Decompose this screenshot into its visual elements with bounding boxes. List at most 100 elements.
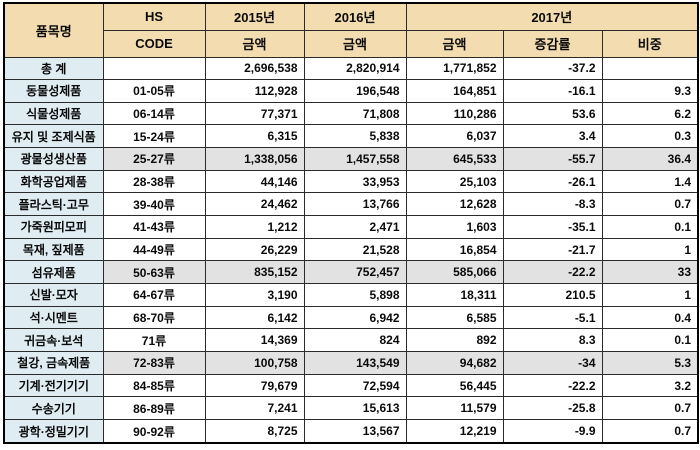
amount-2016-cell: 1,457,558: [303, 147, 407, 171]
hs-code-cell: 71류: [102, 328, 206, 353]
change-rate-cell: 3.4: [502, 124, 603, 149]
header-hs: HS: [102, 2, 206, 31]
share-cell: 0.3: [601, 124, 699, 149]
amount-2016-cell: 2,471: [303, 215, 407, 239]
table-row: 가죽원피모피 41-43류 1,212 2,471 1,603 -35.1 0.…: [3, 215, 699, 239]
amount-2017-cell: 56,445: [405, 373, 504, 398]
amount-2016-cell: 72,594: [303, 373, 407, 398]
header-share: 비중: [601, 29, 699, 58]
amount-2015-cell: 1,338,056: [204, 147, 305, 171]
amount-2015-cell: 79,679: [204, 373, 305, 398]
amount-2016-cell: 13,766: [303, 192, 407, 217]
amount-2016-cell: 196,548: [303, 79, 407, 103]
amount-2016-cell: 13,567: [303, 419, 407, 444]
table-row: 광물성생산품 25-27류 1,338,056 1,457,558 645,53…: [3, 147, 699, 171]
table-row: 동물성제품 01-05류 112,928 196,548 164,851 -16…: [3, 79, 699, 103]
amount-2015-cell: 24,462: [204, 192, 305, 217]
share-cell: 1: [601, 237, 699, 262]
amount-2016-cell: 21,528: [303, 237, 407, 262]
amount-2016-cell: 5,838: [303, 124, 407, 149]
amount-2017-cell: 16,854: [405, 237, 504, 262]
item-name-cell: 화학공업제품: [3, 169, 104, 194]
amount-2017-cell: 6,037: [405, 124, 504, 149]
header-2015: 2015년: [204, 2, 305, 31]
share-cell: 0.7: [601, 419, 699, 444]
table-row: 철강, 금속제품 72-83류 100,758 143,549 94,682 -…: [3, 351, 699, 375]
share-cell: 3.2: [601, 373, 699, 398]
item-name-cell: 가죽원피모피: [3, 215, 104, 239]
table-row: 신발·모자 64-67류 3,190 5,898 18,311 210.5 1: [3, 283, 699, 307]
change-rate-cell: -16.1: [502, 79, 603, 103]
hs-code-cell: 28-38류: [102, 169, 206, 194]
hs-code-cell: 50-63류: [102, 260, 206, 285]
amount-2015-cell: 6,315: [204, 124, 305, 149]
amount-2016-cell: 824: [303, 328, 407, 353]
amount-2015-cell: 100,758: [204, 351, 305, 375]
item-name-cell: 수송기기: [3, 396, 104, 420]
table-row: 수송기기 86-89류 7,241 15,613 11,579 -25.8 0.…: [3, 396, 699, 420]
change-rate-cell: -55.7: [502, 147, 603, 171]
share-cell: 9.3: [601, 79, 699, 103]
item-name-cell: 목재, 짚제품: [3, 237, 104, 262]
change-rate-cell: 53.6: [502, 101, 603, 126]
amount-2015-cell: 1,212: [204, 215, 305, 239]
amount-2015-cell: 835,152: [204, 260, 305, 285]
share-cell: 1.4: [601, 169, 699, 194]
change-rate-cell: 8.3: [502, 328, 603, 353]
hs-code-cell: 41-43류: [102, 215, 206, 239]
amount-2016-cell: 143,549: [303, 351, 407, 375]
amount-2017-cell: 892: [405, 328, 504, 353]
header-amount-2017: 금액: [405, 29, 504, 58]
hs-code-cell: 06-14류: [102, 101, 206, 126]
table-header: 품목명 HS 2015년 2016년 2017년 CODE 금액 금액 금액 증…: [3, 2, 699, 58]
amount-2015-cell: 77,371: [204, 101, 305, 126]
amount-2015-cell: 44,146: [204, 169, 305, 194]
change-rate-cell: -25.8: [502, 396, 603, 420]
share-cell: 0.7: [601, 396, 699, 420]
amount-2015-cell: 3,190: [204, 283, 305, 307]
share-cell: 0.1: [601, 215, 699, 239]
header-2016: 2016년: [303, 2, 407, 31]
change-rate-cell: -21.7: [502, 237, 603, 262]
header-item-name: 품목명: [3, 2, 104, 58]
share-cell: 0.4: [601, 305, 699, 330]
hs-code-cell: 72-83류: [102, 351, 206, 375]
amount-2015-cell: 2,696,538: [204, 56, 305, 81]
amount-2016-cell: 752,457: [303, 260, 407, 285]
table-row: 총 계 2,696,538 2,820,914 1,771,852 -37.2: [3, 56, 699, 81]
hs-code-cell: 25-27류: [102, 147, 206, 171]
hs-code-cell: 64-67류: [102, 283, 206, 307]
table-row: 귀금속·보석 71류 14,369 824 892 8.3 0.1: [3, 328, 699, 353]
amount-2017-cell: 6,585: [405, 305, 504, 330]
hs-code-cell: 86-89류: [102, 396, 206, 420]
amount-2017-cell: 585,066: [405, 260, 504, 285]
item-name-cell: 섬유제품: [3, 260, 104, 285]
item-name-cell: 귀금속·보석: [3, 328, 104, 353]
amount-2015-cell: 6,142: [204, 305, 305, 330]
item-name-cell: 광물성생산품: [3, 147, 104, 171]
item-name-cell: 기계·전기기기: [3, 373, 104, 398]
table-row: 섬유제품 50-63류 835,152 752,457 585,066 -22.…: [3, 260, 699, 285]
change-rate-cell: -22.2: [502, 373, 603, 398]
amount-2015-cell: 112,928: [204, 79, 305, 103]
amount-2015-cell: 14,369: [204, 328, 305, 353]
share-cell: 5.3: [601, 351, 699, 375]
item-name-cell: 유지 및 조제식품: [3, 124, 104, 149]
hs-trade-table: 품목명 HS 2015년 2016년 2017년 CODE 금액 금액 금액 증…: [3, 2, 700, 444]
table-row: 목재, 짚제품 44-49류 26,229 21,528 16,854 -21.…: [3, 237, 699, 262]
amount-2015-cell: 8,725: [204, 419, 305, 444]
change-rate-cell: -9.9: [502, 419, 603, 444]
table-row: 기계·전기기기 84-85류 79,679 72,594 56,445 -22.…: [3, 373, 699, 398]
share-cell: 6.2: [601, 101, 699, 126]
amount-2017-cell: 164,851: [405, 79, 504, 103]
amount-2017-cell: 25,103: [405, 169, 504, 194]
item-name-cell: 석·시멘트: [3, 305, 104, 330]
share-cell: 0.1: [601, 328, 699, 353]
item-name-cell: 플라스틱·고무: [3, 192, 104, 217]
amount-2016-cell: 2,820,914: [303, 56, 407, 81]
hs-code-cell: 39-40류: [102, 192, 206, 217]
amount-2017-cell: 645,533: [405, 147, 504, 171]
table-row: 광학·정밀기기 90-92류 8,725 13,567 12,219 -9.9 …: [3, 419, 699, 444]
item-name-cell: 총 계: [3, 56, 104, 81]
amount-2015-cell: 26,229: [204, 237, 305, 262]
